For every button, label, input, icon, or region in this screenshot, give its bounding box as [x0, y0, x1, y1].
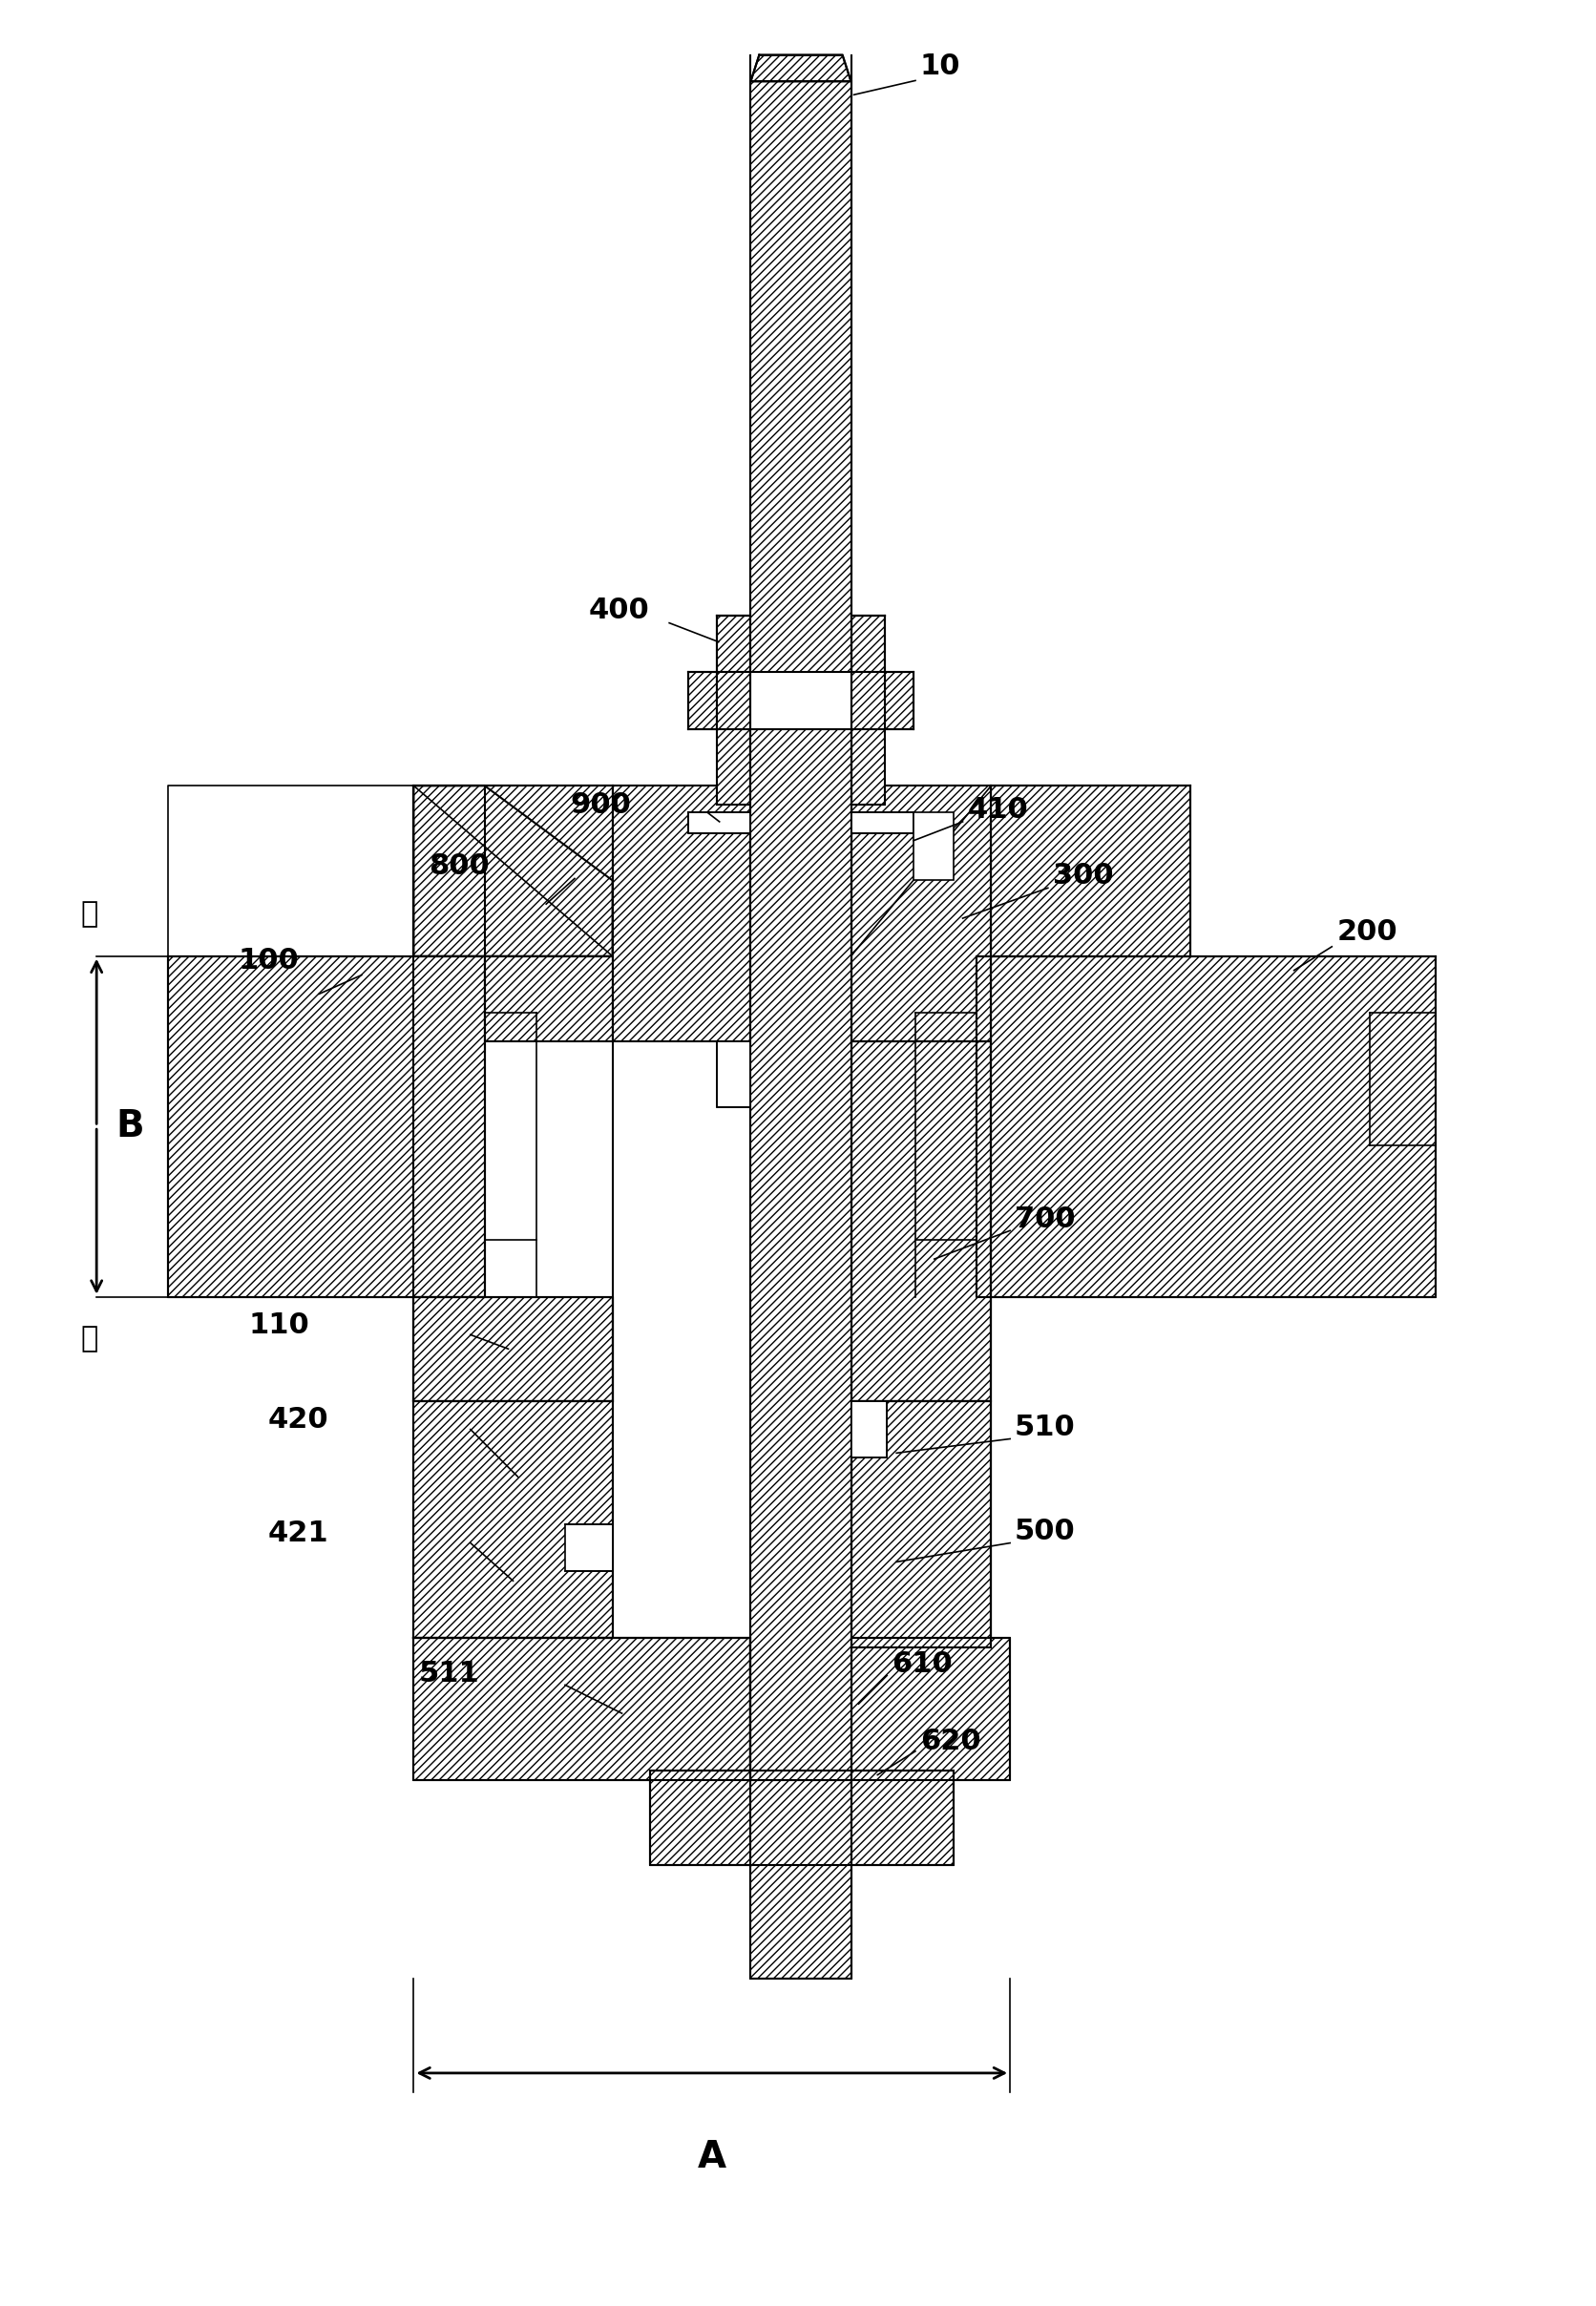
Text: 400: 400 — [589, 597, 650, 625]
Polygon shape — [565, 1524, 613, 1570]
Text: 800: 800 — [429, 853, 490, 881]
Text: 421: 421 — [268, 1520, 329, 1547]
Text: 100: 100 — [238, 948, 300, 975]
Polygon shape — [886, 671, 913, 729]
Text: 10: 10 — [921, 53, 961, 81]
Polygon shape — [717, 616, 750, 671]
Polygon shape — [851, 812, 913, 832]
Text: 200: 200 — [1336, 918, 1398, 945]
Polygon shape — [413, 1402, 613, 1637]
Polygon shape — [851, 1402, 991, 1646]
Text: 上: 上 — [80, 899, 97, 927]
Polygon shape — [613, 786, 750, 1042]
Polygon shape — [688, 671, 717, 729]
Polygon shape — [717, 1042, 750, 1107]
Text: 500: 500 — [1015, 1517, 1076, 1545]
Text: 900: 900 — [570, 791, 632, 819]
Polygon shape — [851, 616, 886, 671]
Text: 410: 410 — [967, 796, 1028, 823]
Text: A: A — [697, 2140, 726, 2175]
Polygon shape — [413, 1296, 613, 1402]
Polygon shape — [717, 671, 750, 805]
Text: 620: 620 — [921, 1727, 982, 1755]
Text: 110: 110 — [249, 1312, 310, 1340]
Text: 510: 510 — [1015, 1414, 1076, 1441]
Text: 420: 420 — [268, 1407, 329, 1434]
Polygon shape — [851, 671, 886, 805]
Text: 610: 610 — [892, 1651, 953, 1679]
Polygon shape — [851, 786, 991, 1042]
Polygon shape — [991, 786, 1191, 957]
Polygon shape — [485, 957, 613, 1042]
Polygon shape — [413, 786, 613, 957]
Polygon shape — [750, 81, 851, 671]
Polygon shape — [413, 1637, 750, 1780]
Polygon shape — [851, 1637, 1010, 1780]
Text: B: B — [115, 1109, 144, 1144]
Polygon shape — [168, 957, 485, 1296]
Text: 700: 700 — [1015, 1206, 1076, 1234]
Polygon shape — [650, 1771, 953, 1866]
Polygon shape — [750, 1780, 851, 1979]
Text: 300: 300 — [1053, 862, 1114, 890]
Polygon shape — [413, 786, 613, 957]
Polygon shape — [688, 812, 750, 832]
Polygon shape — [977, 957, 1436, 1296]
Polygon shape — [913, 812, 953, 881]
Polygon shape — [750, 55, 851, 81]
Text: 511: 511 — [420, 1660, 480, 1688]
Text: 下: 下 — [80, 1326, 97, 1354]
Polygon shape — [977, 957, 991, 1042]
Polygon shape — [750, 729, 851, 1780]
Polygon shape — [851, 1042, 991, 1402]
Polygon shape — [851, 1402, 887, 1457]
